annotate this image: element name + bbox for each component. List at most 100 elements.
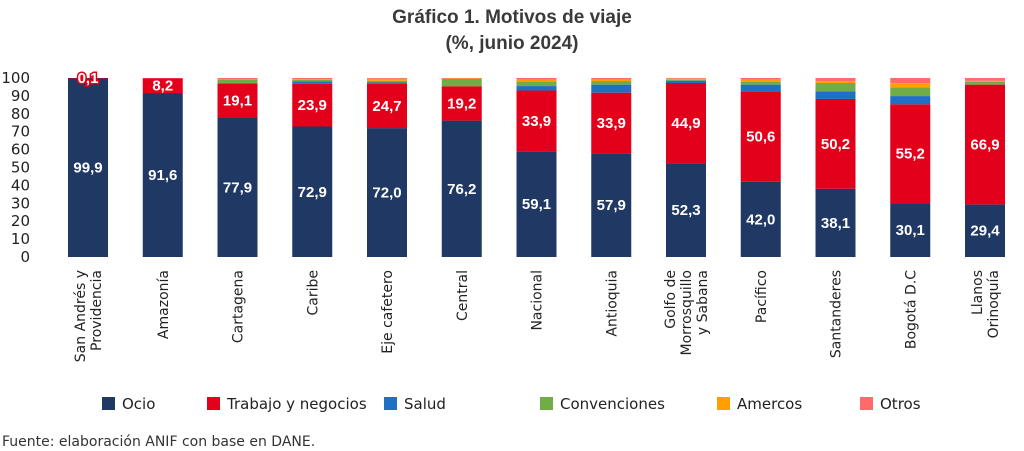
bar-segment-ocio	[142, 93, 183, 257]
data-label: 24,7	[372, 98, 401, 115]
y-tick-label: 20	[11, 212, 30, 230]
data-label: 72,0	[372, 185, 401, 202]
data-label: 66,9	[970, 136, 999, 153]
bars: 99,9 0,1 91,6 8,2 77,9 19,1 72,9 23,9 72,0 24,7 76…	[68, 69, 1005, 258]
bar-segment-trabajo-y-negocios	[217, 83, 258, 118]
data-label: 29,4	[970, 223, 1000, 240]
legend-swatch	[860, 397, 873, 410]
category-label: Santanderes	[829, 270, 845, 358]
bar-segment-salud	[367, 82, 407, 84]
category-label: Golfo de	[663, 270, 679, 329]
bar-segment-trabajo-y-negocios	[740, 91, 781, 182]
bar-segment-otros	[890, 78, 931, 84]
bar-segment-trabajo-y-negocios	[815, 98, 856, 189]
legend-swatch	[102, 397, 115, 410]
bar-segment-convenciones	[815, 83, 856, 92]
bar-segment-amercos	[965, 80, 1005, 82]
bar-segment-amercos	[740, 79, 781, 82]
data-label: 33,9	[522, 113, 551, 130]
category-label: Amazonía	[156, 270, 172, 339]
legend-label: Trabajo y negocios	[226, 395, 367, 413]
bar-segment-salud	[890, 96, 931, 105]
category-label: San Andrés y	[73, 270, 89, 362]
bar-segment-otros	[516, 78, 557, 80]
data-label: 50,2	[821, 136, 850, 153]
data-label: 91,6	[148, 167, 177, 184]
bar-segment-otros	[367, 78, 407, 79]
bar-segment-trabajo-y-negocios	[142, 78, 183, 94]
bar-segment-convenciones	[217, 79, 258, 84]
data-label: 33,9	[597, 115, 626, 132]
bar-segment-salud	[815, 91, 856, 99]
category-label: Eje cafetero	[380, 270, 396, 354]
chart-title-line-2: (%, junio 2024)	[445, 33, 578, 54]
data-label: 23,9	[298, 97, 327, 114]
category-label: Bogotá D.C	[903, 270, 919, 349]
bar-segment-convenciones	[740, 81, 781, 85]
y-tick-label: 70	[11, 123, 30, 141]
bar-segment-amercos	[217, 79, 258, 80]
bar-segment-amercos	[890, 83, 931, 88]
legend-swatch	[540, 397, 553, 410]
legend-label: Salud	[404, 395, 446, 413]
bar-segment-convenciones	[367, 80, 407, 83]
bar-segment-salud	[740, 84, 781, 92]
bar-segment-convenciones	[666, 79, 706, 81]
data-label: 19,1	[223, 92, 252, 109]
data-labels: 99,9 0,1 91,6 8,2 77,9 19,1 72,9 23,9 72,0 24,7 76…	[73, 69, 1000, 240]
source-note: Fuente: elaboración ANIF con base en DAN…	[2, 434, 315, 450]
bar-segment-trabajo-y-negocios	[591, 92, 632, 154]
bar-segment-otros	[666, 78, 706, 79]
category-label: y Sabana	[695, 270, 711, 335]
bar-segment-amercos	[441, 78, 482, 79]
bar-segment-ocio	[68, 78, 108, 257]
data-label: 38,1	[821, 215, 850, 232]
bar-segment-trabajo-y-negocios	[441, 86, 482, 121]
bar-segment-otros	[292, 78, 333, 80]
bar-segment-trabajo-y-negocios	[292, 83, 333, 127]
bar-segment-ocio	[591, 153, 632, 257]
data-label: 50,6	[746, 129, 775, 146]
legend-label: Convenciones	[560, 395, 665, 413]
y-tick-label: 40	[11, 176, 30, 194]
y-tick-label: 30	[11, 194, 30, 212]
bar-segment-trabajo-y-negocios	[367, 83, 407, 129]
bar-segment-convenciones	[292, 79, 333, 82]
bar-segment-otros	[815, 78, 856, 82]
data-label: 52,3	[671, 202, 700, 219]
y-tick-label: 80	[11, 105, 30, 123]
bar-segment-salud	[516, 86, 557, 91]
bar-segment-trabajo-y-negocios	[890, 104, 931, 204]
data-label: 76,2	[447, 181, 476, 198]
data-label: 8,2	[152, 78, 173, 95]
data-label: 44,9	[671, 115, 700, 132]
bar-segment-otros	[591, 78, 632, 80]
category-label: Nacional	[530, 270, 546, 331]
bar-segment-salud	[666, 80, 706, 84]
bar-segment-otros	[740, 78, 781, 80]
category-label: Llanos	[970, 270, 986, 315]
y-tick-label: 90	[11, 87, 30, 105]
bar-segment-ocio	[890, 203, 931, 257]
bar-segment-salud	[591, 84, 632, 93]
data-label: 77,9	[223, 179, 252, 196]
bar-segment-trabajo-y-negocios	[68, 78, 108, 79]
y-tick-label: 60	[11, 141, 30, 159]
category-label: Central	[455, 270, 471, 321]
data-label: 57,9	[597, 197, 626, 214]
bar-segment-amercos	[367, 78, 407, 81]
y-tick-label: 10	[11, 230, 30, 248]
bar-segment-amercos	[591, 79, 632, 82]
bar-segment-amercos	[516, 79, 557, 82]
legend-label: Amercos	[737, 395, 802, 413]
bar-segment-amercos	[292, 79, 333, 80]
bar-segment-convenciones	[441, 78, 482, 87]
bar-segment-trabajo-y-negocios	[666, 83, 706, 164]
bar-segment-amercos	[815, 81, 856, 84]
category-label: Antioquia	[604, 270, 620, 337]
bar-segment-convenciones	[591, 81, 632, 85]
category-label: Morrosquillo	[679, 270, 695, 355]
chart-title-line-1: Gráfico 1. Motivos de viaje	[392, 7, 632, 28]
